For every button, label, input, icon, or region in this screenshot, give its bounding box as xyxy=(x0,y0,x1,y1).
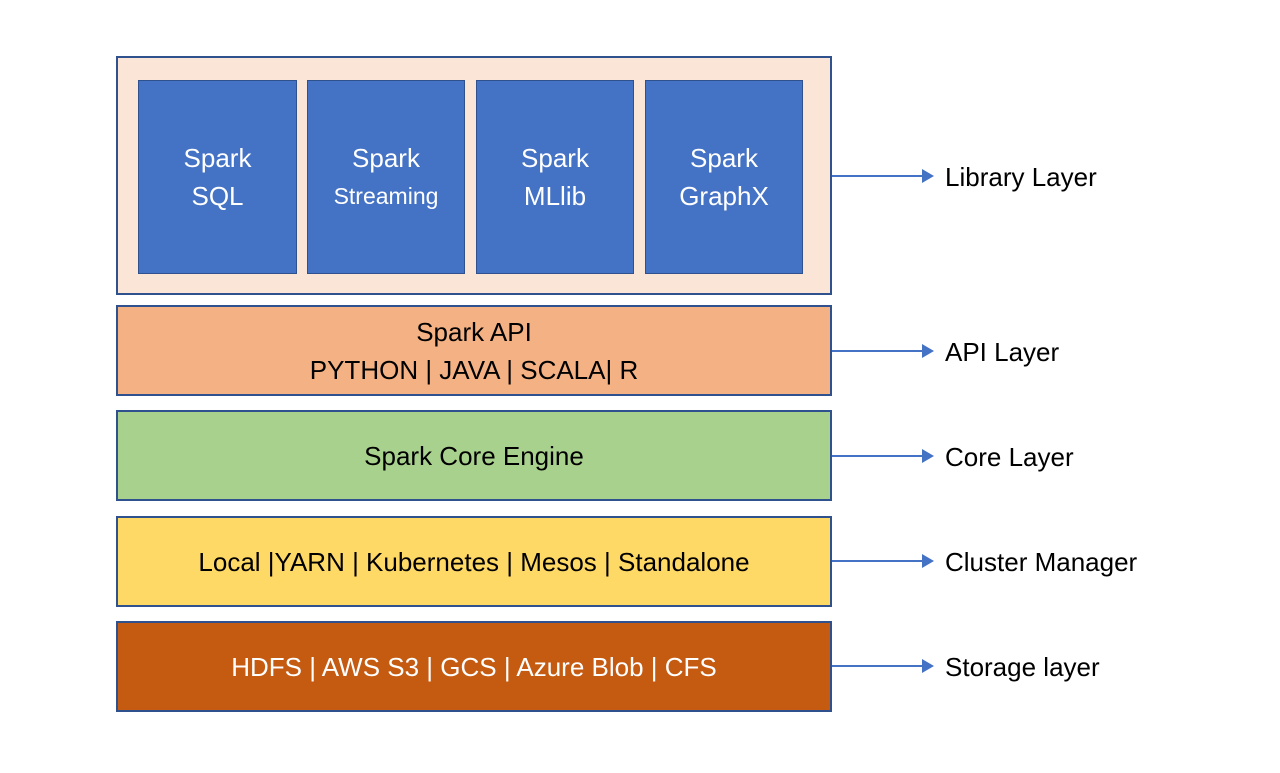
storage-layer-box: HDFS | AWS S3 | GCS | Azure Blob | CFS xyxy=(116,621,832,712)
api-languages: PYTHON | JAVA | SCALA| R xyxy=(309,354,639,385)
core-layer-label: Core Layer xyxy=(945,442,1074,472)
storage-text: HDFS | AWS S3 | GCS | Azure Blob | CFS xyxy=(231,651,717,682)
cluster-manager-label: Cluster Manager xyxy=(945,547,1138,577)
module-line1: Spark xyxy=(690,143,758,173)
api-layer-label: API Layer xyxy=(945,337,1060,367)
api-layer-box: Spark API PYTHON | JAVA | SCALA| R xyxy=(116,305,832,396)
module-line1: Spark xyxy=(521,143,589,173)
cluster-text: Local |YARN | Kubernetes | Mesos | Stand… xyxy=(198,546,750,577)
module-line2: SQL xyxy=(191,181,244,211)
spark-sql-module: Spark SQL xyxy=(138,80,297,274)
spark-mllib-module: Spark MLlib xyxy=(476,80,634,274)
arrow-icon xyxy=(832,659,934,673)
library-layer-label: Library Layer xyxy=(945,162,1097,192)
module-line2: Streaming xyxy=(333,183,439,209)
storage-layer-label: Storage layer xyxy=(945,652,1100,682)
spark-streaming-module: Spark Streaming xyxy=(307,80,465,274)
spark-graphx-module: Spark GraphX xyxy=(645,80,803,274)
core-layer-box: Spark Core Engine xyxy=(116,410,832,501)
arrow-icon xyxy=(832,169,934,183)
cluster-layer-box: Local |YARN | Kubernetes | Mesos | Stand… xyxy=(116,516,832,607)
arrow-icon xyxy=(832,449,934,463)
module-line2: MLlib xyxy=(523,181,587,211)
module-line1: Spark xyxy=(352,143,420,173)
arrow-icon xyxy=(832,554,934,568)
core-text: Spark Core Engine xyxy=(364,440,584,471)
module-line2: GraphX xyxy=(679,181,769,211)
module-line1: Spark xyxy=(183,143,252,173)
arrow-icon xyxy=(832,344,934,358)
api-title: Spark API xyxy=(416,316,532,347)
